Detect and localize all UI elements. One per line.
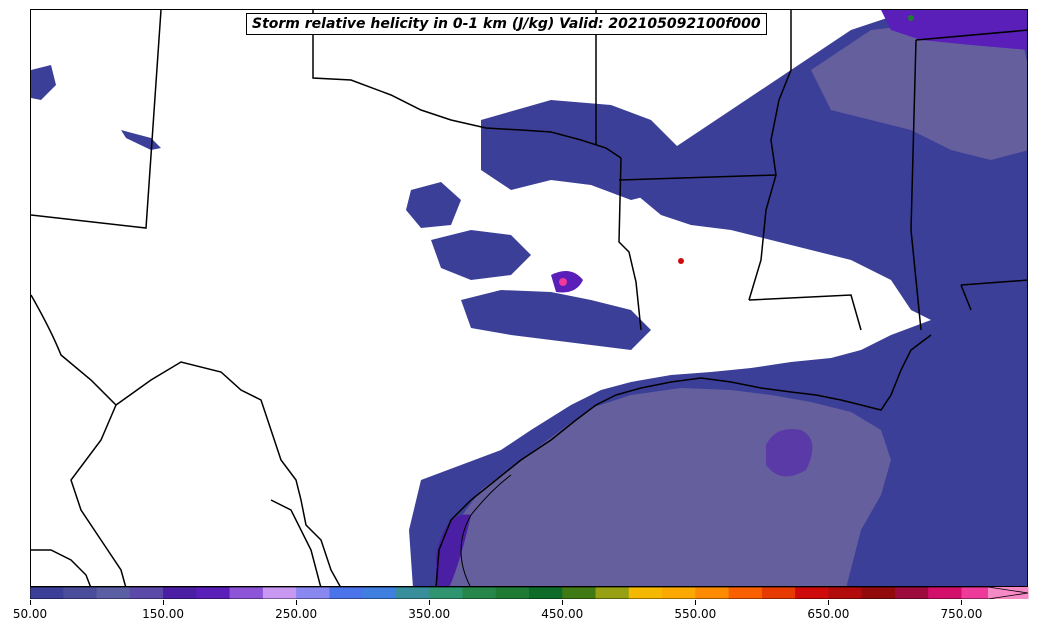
- colorbar-segment: [795, 587, 829, 599]
- colorbar-segment: [296, 587, 330, 599]
- colorbar-segment: [861, 587, 896, 599]
- texas-patch-3: [431, 230, 531, 280]
- colorbar-segment: [395, 587, 430, 599]
- colorbar-segment: [462, 587, 497, 599]
- colorbar-segment: [562, 587, 597, 599]
- ok-patch: [551, 271, 583, 293]
- colorbar-segment: [262, 587, 297, 599]
- colorbar-tick-mark: [695, 600, 697, 605]
- colorbar-segment: [761, 587, 796, 599]
- colorbar-segment: [362, 587, 397, 599]
- colorbar-tick-label: 650.00: [807, 607, 850, 621]
- gulf-helicity-mid: [441, 388, 891, 586]
- colorbar-segment: [429, 587, 463, 599]
- colorbar-tick-label: 750.00: [940, 607, 983, 621]
- east-helicity-mid: [811, 20, 1027, 160]
- colorbar-segment: [30, 587, 64, 599]
- colorbar: [30, 587, 1029, 599]
- colorbar-segment: [163, 587, 197, 599]
- colorbar-segment: [495, 587, 530, 599]
- gulf-helicity-core: [766, 429, 813, 477]
- colorbar-tick-mark: [30, 600, 31, 605]
- colorbar-tick-mark: [429, 600, 431, 605]
- texas-patch-2: [406, 182, 461, 228]
- colorbar-segment: [695, 587, 730, 599]
- storm-max-2: [678, 258, 684, 264]
- colorbar-segment: [96, 587, 131, 599]
- colorbar-tick-label: 150.00: [142, 607, 185, 621]
- colorbar-extend-arrow: [988, 587, 1028, 599]
- colorbar-tick-mark: [163, 600, 165, 605]
- colorbar-tick-label: 50.00: [12, 607, 48, 621]
- colorbar-tick-label: 250.00: [275, 607, 318, 621]
- coastline-inner: [460, 474, 512, 586]
- colorbar-outline: [30, 587, 1029, 599]
- colorbar-segment: [894, 587, 929, 599]
- colorbar-segment: [229, 587, 264, 599]
- coastal-core: [436, 514, 471, 586]
- storm-max-3: [908, 15, 914, 21]
- colorbar-tick-mark: [828, 600, 830, 605]
- storm-max: [559, 278, 567, 286]
- texas-patch-1: [461, 290, 651, 350]
- nw-streak: [121, 130, 161, 150]
- map-panel: [30, 9, 1028, 587]
- colorbar-segment: [595, 587, 630, 599]
- colorbar-segment: [196, 587, 231, 599]
- north-core: [881, 10, 1027, 50]
- colorbar-tick-label: 450.00: [541, 607, 584, 621]
- west-spot: [31, 65, 56, 100]
- colorbar-segment: [129, 587, 164, 599]
- colorbar-tick-mark: [562, 600, 564, 605]
- colorbar-ticks: 50.00 150.00 250.00 350.00 450.00 550.00 650.0…: [0, 600, 1037, 630]
- colorbar-tick-label: 350.00: [408, 607, 451, 621]
- helicity-map: [31, 10, 1027, 586]
- colorbar-segment: [662, 587, 696, 599]
- colorbar-segment: [329, 587, 364, 599]
- state-boundaries: [31, 10, 1027, 586]
- colorbar-segment: [961, 587, 996, 599]
- colorbar-segment: [928, 587, 962, 599]
- coastline: [435, 334, 932, 586]
- colorbar-segment: [728, 587, 763, 599]
- colorbar-segment: [628, 587, 663, 599]
- colorbar-tick-mark: [296, 600, 298, 605]
- colorbar-tick-mark: [961, 600, 963, 605]
- colorbar-segment: [63, 587, 98, 599]
- colorbar-segment: [828, 587, 863, 599]
- colorbar-segment: [529, 587, 563, 599]
- colorbar-tick-label: 550.00: [674, 607, 717, 621]
- central-helicity-field: [481, 100, 681, 200]
- map-title: Storm relative helicity in 0-1 km (J/kg)…: [246, 13, 767, 35]
